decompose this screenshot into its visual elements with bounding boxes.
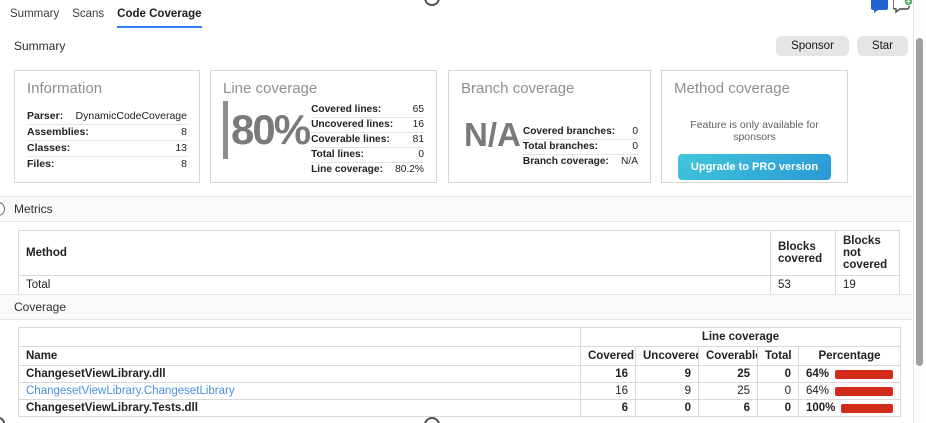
star-button[interactable]: Star bbox=[856, 36, 908, 56]
percentage-value: 100% bbox=[806, 402, 836, 414]
class-name-link-cell: ChangesetViewLibrary.ChangesetLibrary bbox=[18, 382, 581, 400]
tab-code-coverage[interactable]: Code Coverage bbox=[117, 8, 202, 28]
line-coverage-card: Line coverage 80% Covered lines: 65 Unco… bbox=[210, 70, 437, 183]
uncovered-value: 9 bbox=[635, 365, 699, 383]
coverage-header-percentage: Percentage bbox=[798, 346, 901, 366]
coverage-row-class-1: ChangesetViewLibrary.ChangesetLibrary 16… bbox=[18, 382, 901, 400]
branch-coverage-card-title: Branch coverage bbox=[461, 80, 575, 97]
coverage-section-header: Coverage bbox=[0, 294, 912, 320]
sponsor-feature-note: Feature is only available for sponsors bbox=[690, 119, 819, 143]
percentage-cell: 64% bbox=[798, 365, 901, 383]
branch-row-total: Total branches: 0 bbox=[522, 140, 638, 155]
coverage-group-header-line-coverage: Line coverage bbox=[580, 327, 901, 347]
summary-section-title: Summary bbox=[14, 39, 66, 53]
chat-bubble-icon[interactable] bbox=[871, 0, 889, 15]
line-row-coverable: Coverable lines: 81 bbox=[311, 133, 424, 148]
coverage-header-coverable: Coverable bbox=[698, 346, 758, 366]
line-coverage-card-title: Line coverage bbox=[223, 80, 318, 97]
scrollbar-thumb[interactable] bbox=[916, 38, 923, 366]
uncovered-value: 0 bbox=[635, 399, 699, 417]
metrics-section-title: Metrics bbox=[14, 202, 53, 216]
percentage-value: 64% bbox=[806, 385, 830, 397]
info-row-parser: Parser: DynamicCodeCoverage bbox=[27, 109, 187, 125]
add-comment-icon[interactable] bbox=[893, 0, 914, 15]
percentage-cell: 100% bbox=[798, 399, 901, 417]
percentage-value: 64% bbox=[806, 368, 830, 380]
tab-scans[interactable]: Scans bbox=[72, 8, 105, 20]
uncovered-value: 9 bbox=[635, 382, 699, 400]
coverage-table: Line coverage Name Covered Uncovered Cov… bbox=[18, 327, 901, 417]
coverable-value: 25 bbox=[698, 365, 758, 383]
method-coverage-card-title: Method coverage bbox=[674, 80, 790, 97]
coverage-group-header-empty bbox=[18, 327, 581, 347]
info-row-classes: Classes: 13 bbox=[27, 141, 187, 157]
information-card: Information Parser: DynamicCodeCoverage … bbox=[14, 70, 200, 183]
coverage-header-total: Total bbox=[757, 346, 799, 366]
information-card-title: Information bbox=[27, 80, 103, 97]
line-coverage-table: Covered lines: 65 Uncovered lines: 16 Co… bbox=[311, 103, 424, 177]
coverable-value: 6 bbox=[698, 399, 758, 417]
branch-coverage-table: Covered branches: 0 Total branches: 0 Br… bbox=[522, 125, 638, 169]
total-value: 0 bbox=[757, 399, 799, 417]
coverage-bar bbox=[841, 403, 893, 413]
metrics-total-blocks-not-covered: 19 bbox=[835, 275, 900, 295]
info-row-files: Files: 8 bbox=[27, 158, 187, 170]
line-row-covered: Covered lines: 65 bbox=[311, 103, 424, 118]
coverage-bar bbox=[835, 386, 893, 396]
coverage-group-header-row: Line coverage bbox=[18, 327, 901, 347]
information-table: Parser: DynamicCodeCoverage Assemblies: … bbox=[27, 109, 187, 172]
covered-value: 16 bbox=[580, 365, 636, 383]
metrics-total-blocks-covered: 53 bbox=[770, 275, 836, 295]
coverage-header-uncovered: Uncovered bbox=[635, 346, 699, 366]
metrics-total-row: Total 53 19 bbox=[18, 275, 900, 295]
total-value: 0 bbox=[757, 382, 799, 400]
tab-bar: Summary Scans Code Coverage bbox=[10, 8, 202, 28]
assembly-name: ChangesetViewLibrary.Tests.dll bbox=[18, 399, 581, 417]
coverage-row-assembly-1: ChangesetViewLibrary.dll 16 9 25 0 64% bbox=[18, 365, 901, 383]
summary-cards: Information Parser: DynamicCodeCoverage … bbox=[14, 70, 848, 183]
metrics-total-label: Total bbox=[18, 275, 771, 295]
coverage-header-covered: Covered bbox=[580, 346, 636, 366]
coverage-header-row: Name Covered Uncovered Coverable Total P… bbox=[18, 346, 901, 366]
scrollbar-track[interactable] bbox=[913, 0, 926, 423]
coverage-row-assembly-2: ChangesetViewLibrary.Tests.dll 6 0 6 0 1… bbox=[18, 399, 901, 417]
line-row-uncovered: Uncovered lines: 16 bbox=[311, 118, 424, 133]
metrics-header-method: Method bbox=[18, 230, 771, 276]
info-row-assemblies: Assemblies: 8 bbox=[27, 125, 187, 141]
line-row-percentage: Line coverage: 80.2% bbox=[311, 164, 424, 175]
method-coverage-card: Method coverage Feature is only availabl… bbox=[661, 70, 848, 183]
clipped-circle-bottom-icon bbox=[424, 417, 440, 423]
covered-value: 16 bbox=[580, 382, 636, 400]
assembly-name: ChangesetViewLibrary.dll bbox=[18, 365, 581, 383]
branch-row-covered: Covered branches: 0 bbox=[522, 125, 638, 140]
branch-row-percentage: Branch coverage: N/A bbox=[522, 156, 638, 167]
coverage-bar bbox=[835, 369, 893, 379]
upgrade-pro-button[interactable]: Upgrade to PRO version bbox=[677, 154, 832, 180]
branch-coverage-big-value: N/A bbox=[464, 116, 521, 153]
clipped-circle-top-icon bbox=[424, 0, 440, 6]
class-link[interactable]: ChangesetViewLibrary.ChangesetLibrary bbox=[26, 385, 235, 397]
summary-section-header: Summary Sponsor Star bbox=[14, 32, 908, 60]
metrics-header-row: Method Blocks covered Blocks not covered bbox=[18, 230, 900, 276]
metrics-header-blocks-not-covered: Blocks not covered bbox=[835, 230, 900, 276]
coverable-value: 25 bbox=[698, 382, 758, 400]
metrics-header-blocks-covered: Blocks covered bbox=[770, 230, 836, 276]
coverage-section-title: Coverage bbox=[14, 300, 67, 314]
clipped-circle-bottom-left-icon bbox=[0, 417, 5, 423]
coverage-header-name: Name bbox=[18, 346, 581, 366]
total-value: 0 bbox=[757, 365, 799, 383]
metrics-table: Method Blocks covered Blocks not covered… bbox=[18, 230, 900, 295]
percentage-cell: 64% bbox=[798, 382, 901, 400]
covered-value: 6 bbox=[580, 399, 636, 417]
branch-coverage-card: Branch coverage N/A Covered branches: 0 … bbox=[448, 70, 651, 183]
header-icon-group bbox=[871, 0, 914, 15]
metrics-section-header: Metrics bbox=[0, 196, 912, 222]
tab-summary[interactable]: Summary bbox=[10, 8, 60, 20]
sponsor-button[interactable]: Sponsor bbox=[776, 36, 849, 56]
line-row-total: Total lines: 0 bbox=[311, 148, 424, 163]
line-coverage-big-value: 80% bbox=[223, 101, 311, 159]
